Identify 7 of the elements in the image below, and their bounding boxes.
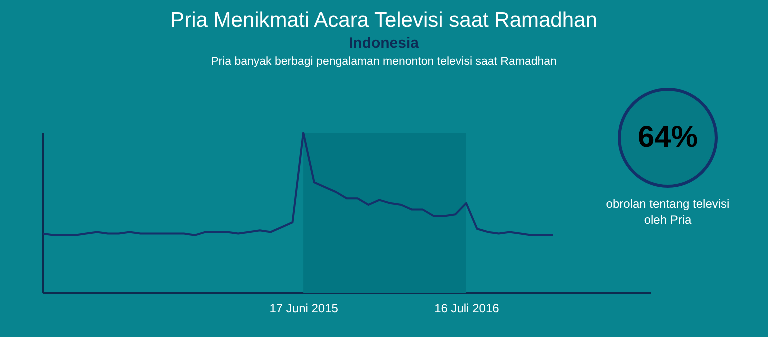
circle-frame: 64% — [618, 88, 718, 188]
chart-subtitle: Indonesia — [348, 34, 420, 54]
text: Pria banyak berbagi pengalaman menonton televisi saat Ramadhan — [210, 55, 558, 70]
x-tick-label: 16 Juli 2016 — [434, 302, 500, 316]
x-tick-label: 17 Juni 2015 — [270, 302, 339, 316]
chart-title: Pria Menikmati Acara Televisi saat Ramadhan — [170, 8, 598, 34]
annotation: obrolan tentang televisi oleh Pria — [606, 196, 730, 228]
